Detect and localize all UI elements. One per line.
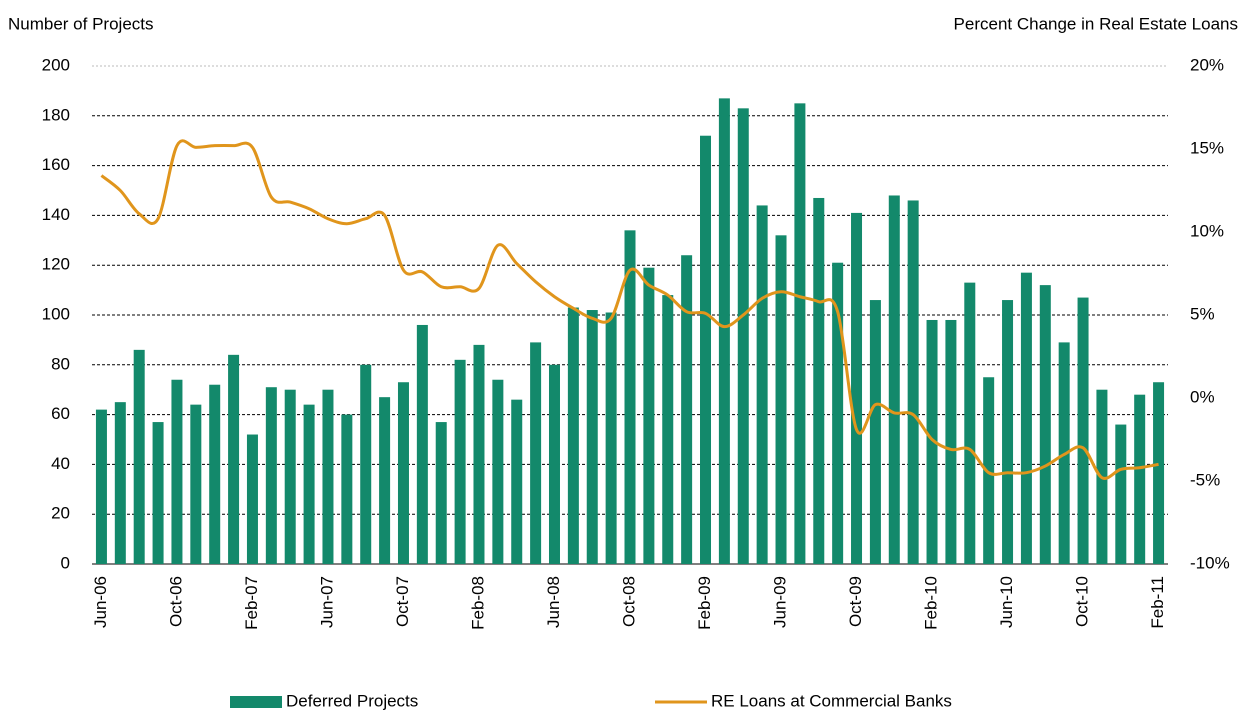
bar xyxy=(454,359,466,564)
y-tick-label: 20 xyxy=(51,504,70,523)
y2-tick-label: 5% xyxy=(1190,304,1215,323)
bar xyxy=(1039,285,1051,564)
x-tick-label: Oct-10 xyxy=(1073,576,1092,627)
y-tick-label: 0 xyxy=(61,553,70,572)
bar xyxy=(435,422,447,564)
bar xyxy=(869,300,881,564)
x-tick-label: Oct-08 xyxy=(619,576,638,627)
bar xyxy=(1115,424,1127,564)
bar xyxy=(851,212,863,564)
x-tick-label: Jun-06 xyxy=(91,576,110,628)
bar xyxy=(775,235,787,564)
bar xyxy=(662,295,674,564)
y-tick-label: 180 xyxy=(42,105,70,124)
bar xyxy=(190,404,202,564)
bar xyxy=(567,307,579,564)
y-axis-title: Number of Projects xyxy=(8,14,154,33)
legend-swatch xyxy=(230,696,282,708)
x-tick-label: Jun-08 xyxy=(544,576,563,628)
bar xyxy=(360,364,372,564)
bar xyxy=(416,324,428,564)
bar xyxy=(303,404,315,564)
bar xyxy=(246,434,258,564)
y2-tick-label: 15% xyxy=(1190,138,1224,157)
bar xyxy=(794,103,806,564)
bar xyxy=(341,414,353,564)
bar xyxy=(605,312,617,564)
x-tick-label: Feb-08 xyxy=(468,576,487,630)
y2-axis-title: Percent Change in Real Estate Loans xyxy=(954,14,1238,33)
bar xyxy=(397,382,409,564)
x-tick-label: Feb-09 xyxy=(695,576,714,630)
bar xyxy=(511,399,523,564)
bar xyxy=(718,98,730,565)
x-tick-label: Jun-09 xyxy=(771,576,790,628)
bar xyxy=(832,262,844,564)
bar xyxy=(548,364,560,564)
y-tick-label: 100 xyxy=(42,304,70,323)
bar xyxy=(322,389,334,564)
x-tick-label: Oct-09 xyxy=(846,576,865,627)
x-tick-label: Jun-10 xyxy=(997,576,1016,628)
bar xyxy=(624,230,636,564)
y2-tick-label: 0% xyxy=(1190,387,1215,406)
y2-tick-label: -5% xyxy=(1190,470,1220,489)
bar xyxy=(586,310,598,564)
bar xyxy=(643,267,655,564)
bar xyxy=(228,354,240,564)
y-tick-label: 60 xyxy=(51,404,70,423)
x-tick-label: Oct-06 xyxy=(166,576,185,627)
bar xyxy=(284,389,296,564)
bar xyxy=(171,379,183,564)
bar xyxy=(813,197,825,564)
bar xyxy=(492,379,504,564)
y2-tick-label: 10% xyxy=(1190,221,1224,240)
y-tick-label: 140 xyxy=(42,205,70,224)
y-tick-label: 200 xyxy=(42,55,70,74)
bar xyxy=(265,387,277,564)
bar xyxy=(681,255,693,565)
bar xyxy=(1134,394,1146,564)
bar xyxy=(700,135,712,564)
x-tick-label: Feb-11 xyxy=(1148,576,1167,629)
bar xyxy=(926,319,938,564)
bar xyxy=(983,377,995,564)
bar xyxy=(473,344,485,564)
bar xyxy=(888,195,900,565)
bar xyxy=(1002,300,1014,564)
x-tick-label: Feb-10 xyxy=(922,576,941,630)
legend-label: Deferred Projects xyxy=(286,691,418,710)
legend-label: RE Loans at Commercial Banks xyxy=(711,691,952,710)
bar xyxy=(756,205,768,564)
bar xyxy=(1153,382,1165,564)
x-tick-label: Feb-07 xyxy=(242,576,261,630)
bar xyxy=(530,342,542,564)
y2-tick-label: -10% xyxy=(1190,553,1230,572)
y-tick-label: 160 xyxy=(42,155,70,174)
bar xyxy=(964,282,976,564)
bar xyxy=(737,108,749,564)
bar xyxy=(95,409,107,564)
bar xyxy=(379,397,391,564)
bar xyxy=(133,349,145,564)
y2-tick-label: 20% xyxy=(1190,55,1224,74)
bar xyxy=(907,200,919,564)
bar xyxy=(114,402,126,564)
y-tick-label: 40 xyxy=(51,454,70,473)
bar xyxy=(945,319,957,564)
y-tick-label: 80 xyxy=(51,354,70,373)
bar xyxy=(1020,272,1032,564)
x-tick-label: Oct-07 xyxy=(393,576,412,627)
bar xyxy=(1077,297,1089,564)
line xyxy=(100,139,1159,480)
bar xyxy=(152,422,164,564)
x-tick-label: Jun-07 xyxy=(317,576,336,628)
bar xyxy=(209,384,221,564)
y-tick-label: 120 xyxy=(42,255,70,274)
